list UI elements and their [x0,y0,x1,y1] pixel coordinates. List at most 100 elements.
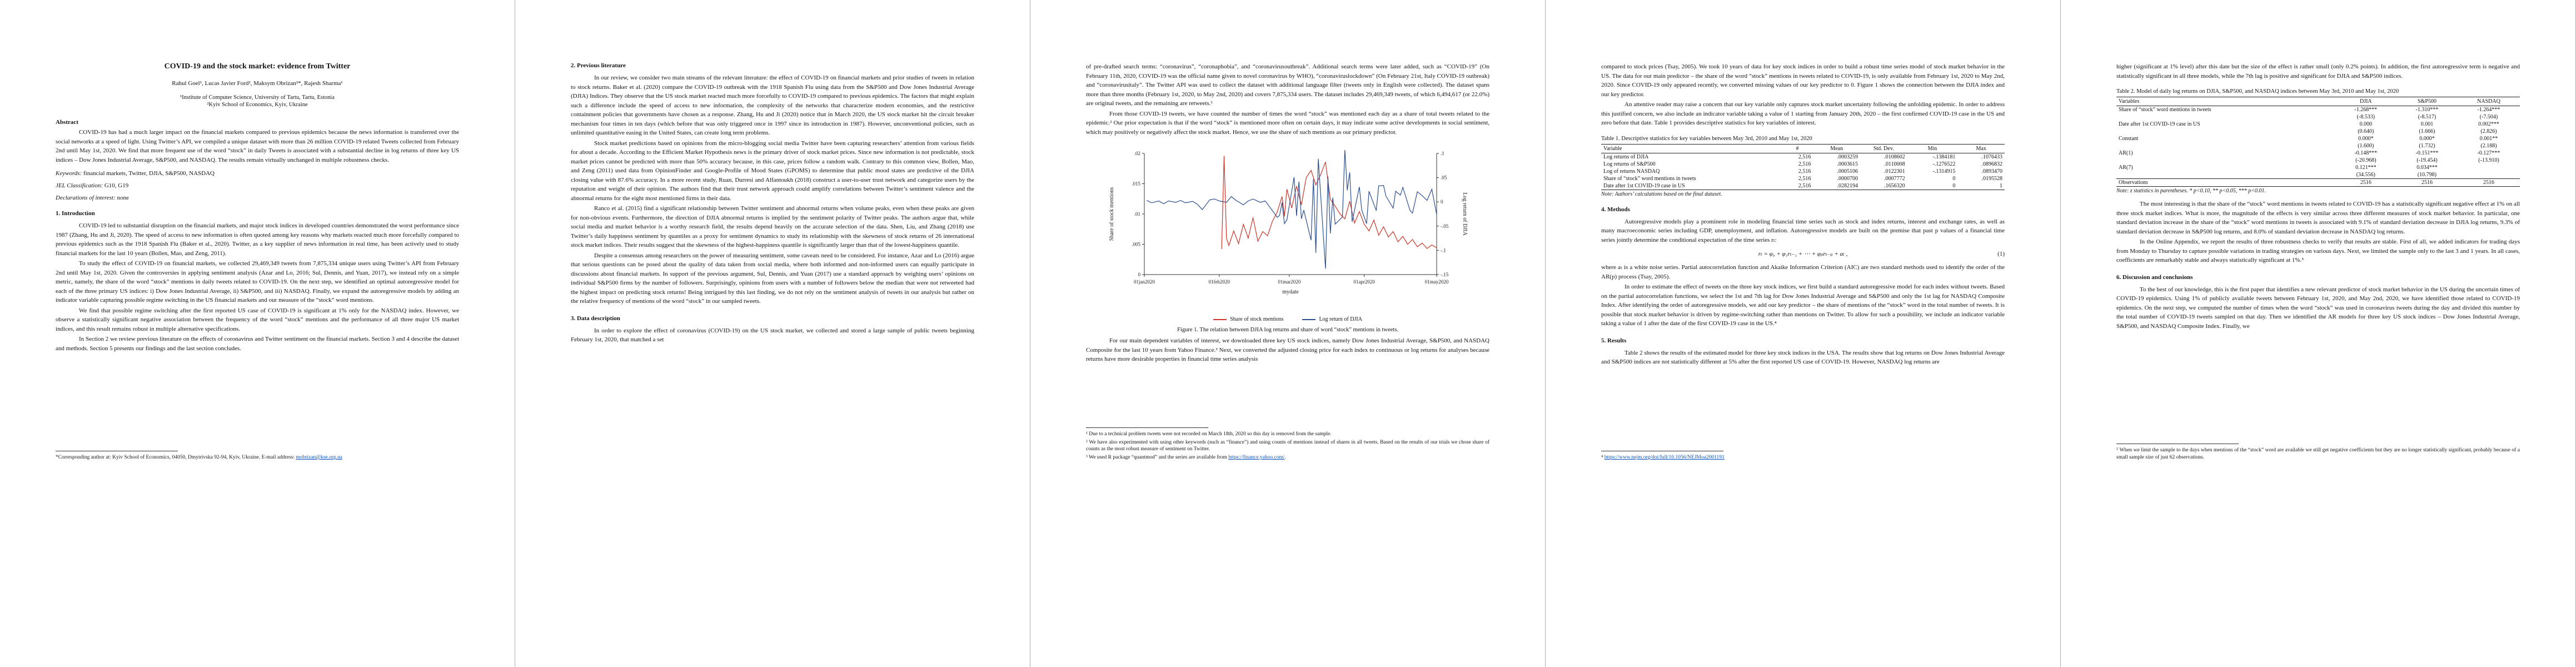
table-cell: 2516 [2396,178,2458,187]
y-left-tick-label: 0 [1138,272,1141,277]
table-cell: 2,516 [1798,153,1811,160]
table-cell [2458,171,2520,179]
methods-paragraph-2: where aₜ is a white noise series. Partia… [1601,264,2005,280]
table-cell: (1.732) [2419,143,2435,149]
literature-paragraph-1: In our review, we consider two main stre… [571,74,974,136]
section-heading-discussion: 6. Discussion and conclusions [2116,273,2193,281]
y-right-tick-label: .05 [1441,175,1447,181]
table-cell: (0.640) [2358,128,2374,135]
table-cell: Log returns of DJIA [1603,153,1649,160]
table-cell: 0.000* [2358,136,2374,142]
equation-row: rₜ = φ₀ + φ₁rₜ₋₁ + ⋯ + φₚrₜ₋ₚ + aₜ , (1) [1601,250,2005,258]
table1: Variable # Mean Std. Dev. Min Max Log returns … [1601,143,2005,190]
footnote-text: . [1284,455,1286,461]
table2-caption: Table 2. Model of daily log returns on D… [2116,88,2399,94]
table-header-cell: Variable [1601,143,1782,153]
legend-label-djia: Log return of DJIA [1319,316,1362,322]
table-cell: AR(1) [2119,150,2133,156]
results-paragraph-3: The most interesting is that the share o… [2116,201,2520,235]
intro-paragraph-3: We find that possible regime switching a… [56,307,459,332]
table-cell: 0.121*** [2355,165,2376,171]
table-header-cell: Mean [1813,143,1860,153]
table-cell: .0108602 [1884,153,1905,160]
table-row: (1.600) (1.732) (2.188) [2116,142,2520,150]
table-cell: (-13.910) [2478,157,2499,163]
table-cell: .0896832 [1981,161,2003,167]
table-cell [2116,171,2335,179]
authors-line: Rahul Goel¹, Lucas Javier Ford², Maksym … [172,80,343,87]
x-tick-label: 01apr2020 [1353,279,1375,285]
page-2: 2. Previous literature In our review, we… [515,0,1030,667]
section-heading-data-description: 3. Data description [571,315,620,322]
table-cell: .0003259 [1837,153,1858,160]
table-cell: (-20.968) [2355,157,2376,163]
page-1: COVID-19 and the stock market: evidence … [0,0,515,667]
footnote-corresponding-author: *Corresponding author at: Kyiv School of… [56,454,459,461]
results-paragraph-1: Table 2 shows the results of the estimat… [1601,349,2005,366]
footnotes-page-1: *Corresponding author at: Kyiv School of… [56,451,459,462]
table-row: (-20.968) (-19.454) (-13.910) [2116,157,2520,164]
figure1-legend: Share of stock mentions Log return of DJ… [1095,316,1480,322]
footnotes-page-5: ⁵ When we limit the sample to the days w… [2116,444,2520,462]
section-heading-introduction: 1. Introduction [56,210,95,217]
declarations-line: Declarations of interest: none [56,195,459,201]
table-cell [2116,142,2335,150]
results-paragraph-2: higher (significant at 1% level) after t… [2116,63,2520,79]
page-4: compared to stock prices (Tsay, 2005). W… [1546,0,2061,667]
table-row: Date after 1st COVID-19 case in US 0.000 0… [2116,121,2520,128]
table-cell: .1076433 [1981,153,2003,160]
table-header-cell: Variables [2116,97,2335,106]
jel-line: JEL Classification: G10, G19 [56,182,459,189]
table-cell [2116,157,2335,164]
series-line-0 [1221,156,1437,250]
table-cell: (1.600) [2358,143,2374,149]
table-row: Log of returns NASDAQ 2,516 .0005106 .01223… [1601,168,2005,175]
table-cell: 0.034*** [2416,165,2438,171]
x-tick-label: 01feb2020 [1209,279,1230,285]
table-cell: 2516 [2335,178,2396,187]
nejm-link[interactable]: https://www.nejm.org/doi/full/10.1056/NE… [1604,455,1725,461]
yahoo-finance-link[interactable]: https://finance.yahoo.com/ [1228,455,1285,461]
methods-paragraph-3: In order to estimate the effect of tweet… [1601,283,2005,327]
table-row: Log returns of DJIA 2,516 .0003259 .0108602… [1601,153,2005,161]
y-left-tick-label: .02 [1134,151,1140,156]
email-link[interactable]: mobrizan@kse.org.ua [296,455,342,461]
table-cell: .0003615 [1837,161,1858,167]
legend-swatch-djia [1302,318,1316,320]
table-cell: Date after 1st COVID-19 case in US [2119,121,2200,127]
keywords-line: Keywords: financial markets, Twitter, DJ… [56,170,459,177]
table-cell: -0.151*** [2415,150,2439,156]
table-cell: (10.798) [2417,172,2437,178]
section-heading-methods: 4. Methods [1601,206,1630,213]
section-heading-previous-literature: 2. Previous literature [571,62,626,69]
table-cell: Log returns of S&P500 [1603,161,1656,167]
table-header-cell: DJIA [2335,97,2396,106]
data-description-paragraph-4: For our main dependent variables of inte… [1086,337,1489,362]
results-paragraph-4: In the Online Appendix, we report the re… [2116,238,2520,263]
table-cell: Constant [2119,136,2139,142]
table-header-cell: # [1781,143,1813,153]
declarations-label: Declarations of interest: [56,195,116,201]
figure1-plot: 0 .005 .01 .015 .02 -.15 -.1 -.05 0 .05 .1 01jan202… [1109,150,1468,295]
intro-paragraph-4: In Section 2 we review previous literatu… [56,336,459,352]
y-right-tick-label: 0 [1441,199,1443,205]
footnote-text: ⁴ [1601,455,1605,461]
jel-label: JEL Classification: [56,182,103,189]
paper-title: COVID-19 and the stock market: evidence … [164,62,351,71]
table-cell: Share of “stock” word mentions in tweets [1603,175,1696,182]
legend-item-share: Share of stock mentions [1213,316,1283,322]
table-cell: 0.000* [2419,136,2435,142]
table-row: (0.640) (1.666) (2.826) [2116,128,2520,135]
y-right-tick-label: .1 [1441,151,1444,156]
table-cell: 2,516 [1781,182,1813,190]
table-cell: -0.127*** [2477,150,2500,156]
table-row: Log returns of S&P500 2,516 .0003615 .01100… [1601,161,2005,168]
legend-item-djia: Log return of DJIA [1302,316,1362,322]
series-line-1 [1147,150,1437,269]
intro-paragraph-2: To study the effect of COVID-19 on finan… [56,260,459,303]
footnote-text: *Corresponding author at: Kyiv School of… [56,455,296,461]
y-right-tick-label: -.15 [1441,272,1449,277]
data-description-paragraph-3: From those COVID-19 tweets, we have coun… [1086,110,1489,136]
footnote-4: ⁴ https://www.nejm.org/doi/full/10.1056/… [1601,454,2005,461]
literature-paragraph-3: Ranco et al. (2015) find a significant r… [571,205,974,248]
